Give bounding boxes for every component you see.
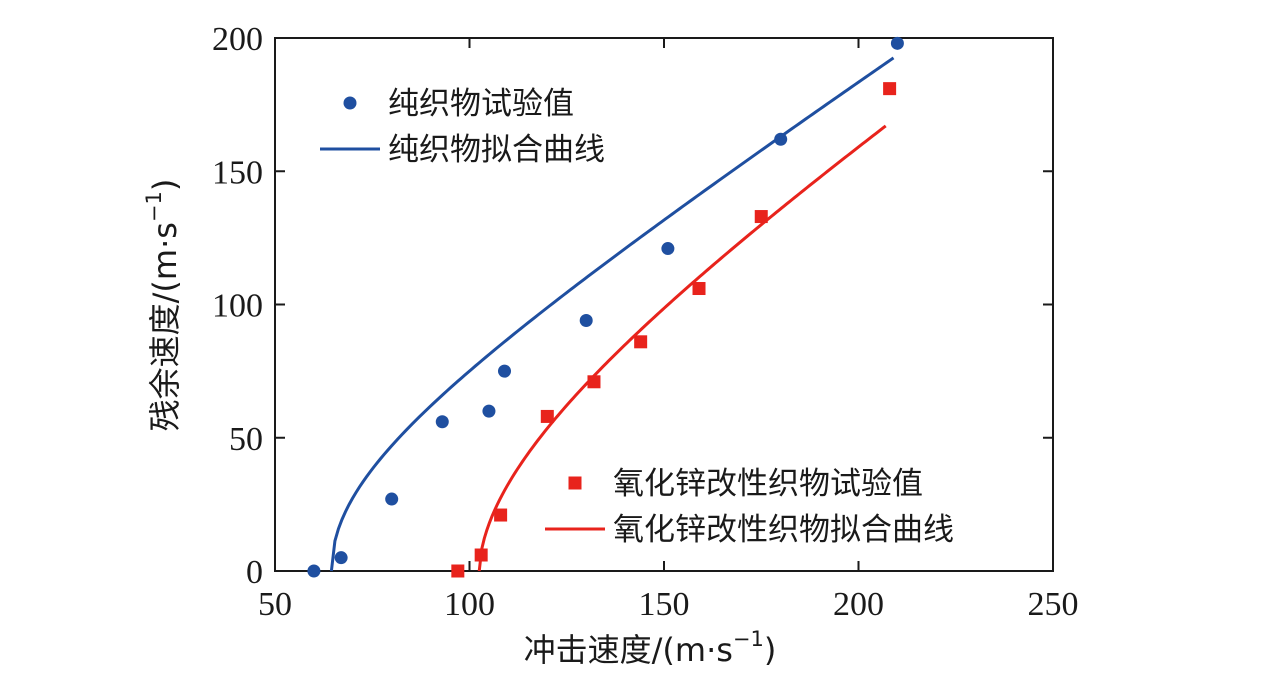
data-point-2-2: [494, 508, 508, 522]
data-point-0-9: [890, 36, 904, 50]
data-point-0-2: [385, 492, 399, 506]
x-tick-label: 250: [1028, 586, 1079, 623]
data-point-0-6: [579, 313, 593, 327]
x-tick-label: 200: [833, 586, 884, 623]
data-point-0-4: [482, 404, 496, 418]
data-point-0-1: [334, 551, 348, 565]
y-tick-label: 150: [212, 154, 263, 191]
data-point-2-3: [540, 409, 554, 423]
legend-label: 氧化锌改性织物拟合曲线: [613, 512, 954, 548]
legend-label: 氧化锌改性织物试验值: [613, 466, 923, 502]
data-point-2-6: [692, 282, 706, 296]
y-axis-title: 残余速度/(m·s−1): [142, 179, 184, 432]
data-point-0-7: [661, 242, 675, 256]
series-3: [477, 124, 887, 572]
y-tick-label: 50: [229, 421, 263, 458]
data-point-0-3: [435, 415, 449, 429]
y-tick-label: 0: [246, 554, 263, 591]
x-axis-unit-close: ): [764, 631, 776, 669]
axis-ticks: [274, 37, 1054, 572]
y-tick-label: 200: [212, 21, 263, 58]
legend-marker: [568, 476, 582, 490]
x-axis-title: 冲击速度/(m·s−1): [524, 627, 777, 669]
x-tick-label: 50: [258, 586, 292, 623]
data-point-0-5: [498, 364, 512, 378]
series-2: [451, 82, 897, 578]
legend-marker: [343, 96, 357, 110]
legend-label: 纯织物试验值: [388, 86, 574, 122]
x-tick-label: 150: [639, 586, 690, 623]
series-1: [329, 56, 895, 572]
fit-curve-1: [329, 56, 895, 572]
x-tick-label: 100: [444, 586, 495, 623]
y-axis-unit-close: ): [146, 179, 184, 191]
y-tick-label: 100: [212, 288, 263, 325]
legend-label: 纯织物拟合曲线: [388, 132, 605, 168]
data-point-2-5: [634, 335, 648, 349]
y-axis-unit-exponent: −1: [142, 191, 166, 222]
series-layer: [307, 36, 904, 578]
data-point-2-7: [754, 210, 768, 224]
data-point-2-8: [883, 82, 897, 96]
x-axis-title-text: 冲击速度/(m·s: [524, 631, 733, 669]
data-point-2-0: [451, 564, 465, 578]
x-axis-unit-exponent: −1: [733, 627, 764, 651]
data-point-0-0: [307, 564, 321, 578]
y-axis-title-text: 残余速度/(m·s: [146, 222, 184, 431]
fit-curve-3: [477, 124, 887, 572]
